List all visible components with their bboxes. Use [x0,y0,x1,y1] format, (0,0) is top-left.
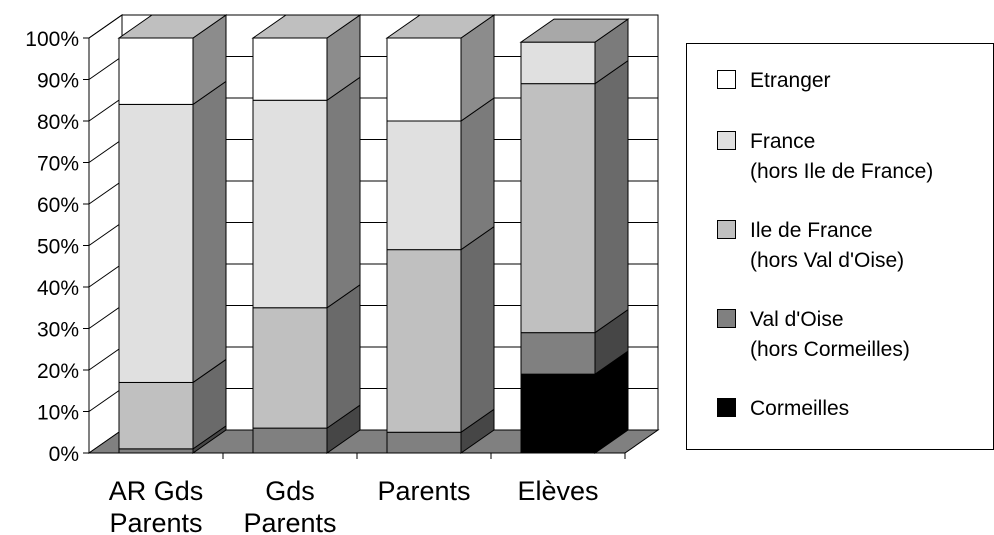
bar-segment [252,99,328,309]
bar-segment [252,37,328,101]
bar-segment [520,373,596,454]
bar-segment-side [594,59,629,334]
legend-label-etranger: Etranger [750,69,831,92]
y-tick-label: 30% [37,319,79,342]
x-tick-label: AR Gds [109,476,204,506]
y-tick-label: 20% [37,360,79,383]
legend-swatch-ile-de-france [717,220,736,239]
bar-segment [386,249,462,433]
bar-segment-side [192,80,227,384]
bar-top [117,14,228,39]
bar-top [385,14,496,39]
bar-segment-side [460,97,495,251]
legend-label-france: France (hors Ile de France) [750,130,934,183]
bar-segment [252,427,328,454]
bar-segment [118,103,194,383]
y-tick-label: 70% [37,153,79,176]
bar-segment-side [326,283,361,430]
x-tick-label: Parents [377,476,470,506]
y-tick-label: 0% [49,443,79,466]
bar-segment [118,448,194,454]
bar-segment [386,120,462,251]
bar-top [519,18,630,43]
legend-item-etranger: Etranger [717,66,831,96]
bar-top [251,14,362,39]
legend-label-val-d-oise: Val d'Oise (hors Cormeilles) [750,308,910,361]
legend-label-cormeilles: Cormeilles [750,397,850,420]
bar-segment [252,307,328,429]
y-tick-label: 60% [37,194,79,217]
bar-segment-side [326,76,361,309]
bar-segment [520,332,596,375]
bar-segment-side [460,225,495,434]
y-tick-label: 50% [37,236,79,259]
legend-item-val-d-oise: Val d'Oise (hors Cormeilles) [717,305,910,365]
legend-item-france: France (hors Ile de France) [717,127,933,187]
y-tick-label: 80% [37,111,79,134]
bar-segment [520,83,596,334]
y-tick-label: 40% [37,277,79,300]
bar-segment [118,381,194,450]
bar-segment [386,431,462,454]
legend-swatch-etranger [717,70,736,89]
legend: Etranger France (hors Ile de France) Ile… [686,43,994,450]
bar-segment [118,37,194,105]
legend-swatch-france [717,131,736,150]
legend-item-cormeilles: Cormeilles [717,394,849,424]
legend-item-ile-de-france: Ile de France (hors Val d'Oise) [717,216,904,276]
legend-label-ile-de-france: Ile de France (hors Val d'Oise) [750,219,905,272]
legend-swatch-cormeilles [717,398,736,417]
y-tick-label: 90% [37,70,79,93]
y-tick-label: 10% [37,402,79,425]
x-tick-label: Gds [265,476,315,506]
bar-segment [520,41,596,85]
x-tick-label: Parents [109,508,202,535]
y-tick-label: 100% [25,28,79,51]
legend-swatch-val-d-oise [717,309,736,328]
x-tick-label: Parents [243,508,336,535]
bar-segment [386,37,462,122]
x-tick-label: Elèves [517,476,598,506]
